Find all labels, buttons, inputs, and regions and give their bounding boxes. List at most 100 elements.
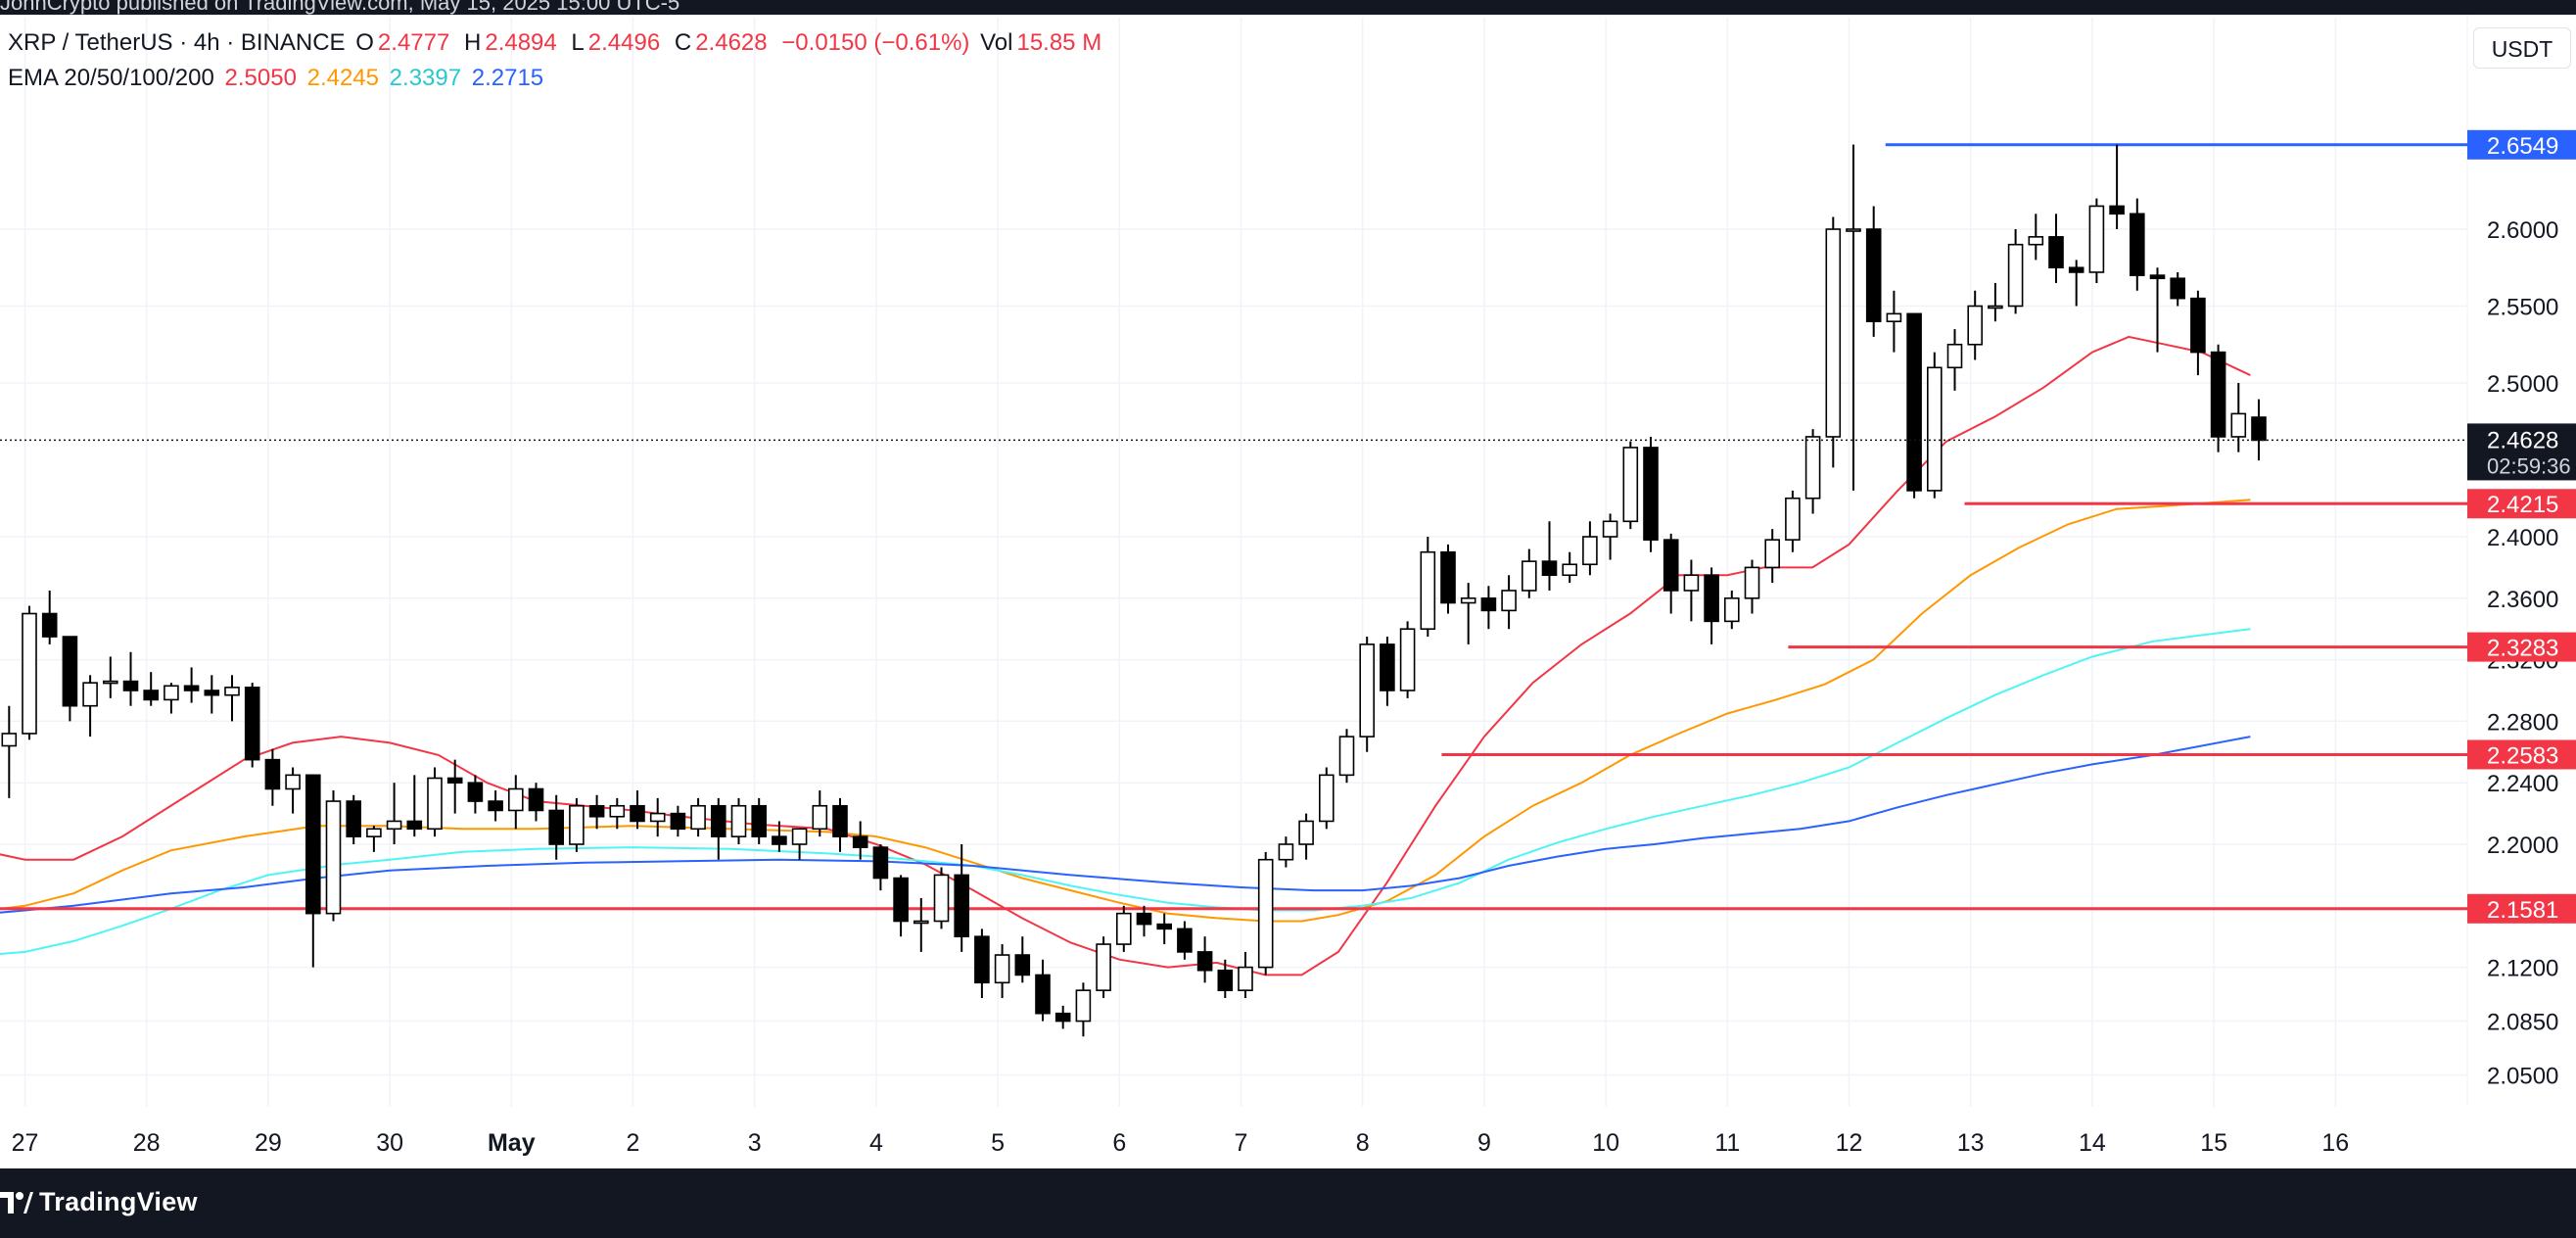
candle[interactable] — [1988, 305, 2003, 310]
candle[interactable] — [2088, 205, 2105, 273]
candle[interactable] — [1460, 596, 1476, 604]
candle[interactable] — [710, 804, 726, 837]
candle[interactable] — [1420, 550, 1436, 631]
candle[interactable] — [2130, 213, 2145, 276]
candle[interactable] — [1865, 228, 1882, 322]
candle[interactable] — [2028, 236, 2044, 246]
price-chart[interactable]: 27 28 29 30 May 2 3 4 5 6 7 8 9 10 11 12 13 14 15 16 2.0500 2… — [0, 0, 2576, 1168]
candle[interactable] — [304, 774, 321, 915]
candle[interactable] — [2007, 243, 2024, 308]
candle[interactable] — [204, 690, 220, 696]
candle[interactable] — [2109, 205, 2125, 215]
candle[interactable] — [1886, 312, 1902, 323]
tradingview-brand[interactable]: TradingView — [39, 1187, 198, 1216]
candle[interactable] — [1846, 228, 1861, 232]
candle[interactable] — [1622, 447, 1639, 523]
candle[interactable] — [649, 812, 666, 823]
candle[interactable] — [1075, 989, 1092, 1023]
candle[interactable] — [2170, 277, 2185, 300]
candle[interactable] — [1257, 858, 1274, 969]
candle[interactable] — [1096, 943, 1111, 991]
candle[interactable] — [325, 800, 342, 915]
candle[interactable] — [2230, 412, 2247, 438]
candle[interactable] — [1541, 560, 1558, 577]
candle[interactable] — [1217, 969, 1234, 991]
candle[interactable] — [588, 804, 605, 818]
candle[interactable] — [1704, 574, 1719, 623]
candle[interactable] — [893, 877, 909, 923]
candle[interactable] — [346, 800, 362, 837]
candle[interactable] — [1238, 966, 1253, 991]
candle[interactable] — [1602, 520, 1618, 538]
candle[interactable] — [690, 804, 706, 831]
candle[interactable] — [548, 809, 565, 845]
candle[interactable] — [730, 804, 747, 837]
candle[interactable] — [974, 935, 990, 984]
candle[interactable] — [2251, 416, 2267, 442]
candle[interactable] — [1177, 928, 1193, 953]
candle[interactable] — [143, 690, 159, 701]
candle[interactable] — [446, 777, 463, 784]
candle[interactable] — [62, 636, 78, 707]
candle[interactable] — [2048, 236, 2064, 269]
candle[interactable] — [427, 777, 443, 831]
candle[interactable] — [832, 804, 848, 837]
candle[interactable] — [1116, 912, 1132, 945]
candle[interactable] — [2190, 297, 2206, 354]
candle[interactable] — [1764, 539, 1780, 569]
candle[interactable] — [1582, 536, 1598, 566]
candle[interactable] — [1643, 447, 1659, 541]
candle[interactable] — [1, 733, 18, 747]
candle[interactable] — [751, 804, 768, 837]
candle[interactable] — [528, 787, 544, 812]
candle[interactable] — [1562, 563, 1577, 577]
candle[interactable] — [488, 800, 503, 812]
candle[interactable] — [366, 828, 382, 837]
candle[interactable] — [183, 685, 200, 691]
candle[interactable] — [1946, 343, 1963, 369]
candle[interactable] — [1501, 590, 1517, 612]
candle[interactable] — [1825, 228, 1842, 438]
candle[interactable] — [406, 820, 423, 831]
candle[interactable] — [1338, 736, 1355, 777]
candle[interactable] — [264, 758, 281, 790]
candle[interactable] — [41, 612, 58, 638]
candle[interactable] — [244, 687, 260, 761]
tradingview-logo-icon[interactable] — [0, 1188, 33, 1217]
candle[interactable] — [1399, 628, 1416, 691]
ema-label[interactable]: EMA 20/50/100/200 — [8, 65, 214, 91]
candle[interactable] — [224, 687, 240, 696]
candle[interactable] — [852, 835, 868, 848]
candle[interactable] — [1663, 539, 1679, 592]
candle[interactable] — [772, 835, 787, 845]
candle[interactable] — [1724, 596, 1740, 623]
candle[interactable] — [164, 685, 179, 701]
candle[interactable] — [1744, 566, 1760, 599]
candle[interactable] — [1359, 643, 1375, 738]
candle[interactable] — [1927, 366, 1943, 492]
candle[interactable] — [386, 820, 402, 831]
candle[interactable] — [1156, 923, 1172, 930]
candle[interactable] — [1785, 497, 1801, 541]
candle[interactable] — [2210, 351, 2226, 438]
candle[interactable] — [933, 874, 950, 923]
candle[interactable] — [2068, 266, 2084, 273]
candle[interactable] — [103, 680, 118, 685]
candle[interactable] — [609, 804, 626, 818]
candle[interactable] — [122, 680, 139, 691]
currency-button[interactable]: USDT — [2473, 27, 2571, 69]
candle[interactable] — [467, 782, 484, 802]
candle[interactable] — [1136, 912, 1152, 926]
candle[interactable] — [1804, 436, 1821, 500]
candle[interactable] — [1035, 974, 1051, 1015]
candle[interactable] — [1278, 843, 1294, 861]
candle[interactable] — [812, 804, 828, 831]
candle[interactable] — [1298, 820, 1314, 845]
candle[interactable] — [913, 920, 929, 925]
candle[interactable] — [2149, 274, 2166, 280]
candle[interactable] — [1967, 305, 1983, 346]
candle[interactable] — [285, 774, 301, 790]
candle[interactable] — [507, 787, 524, 812]
candle[interactable] — [791, 828, 808, 845]
candle[interactable] — [1906, 312, 1922, 492]
